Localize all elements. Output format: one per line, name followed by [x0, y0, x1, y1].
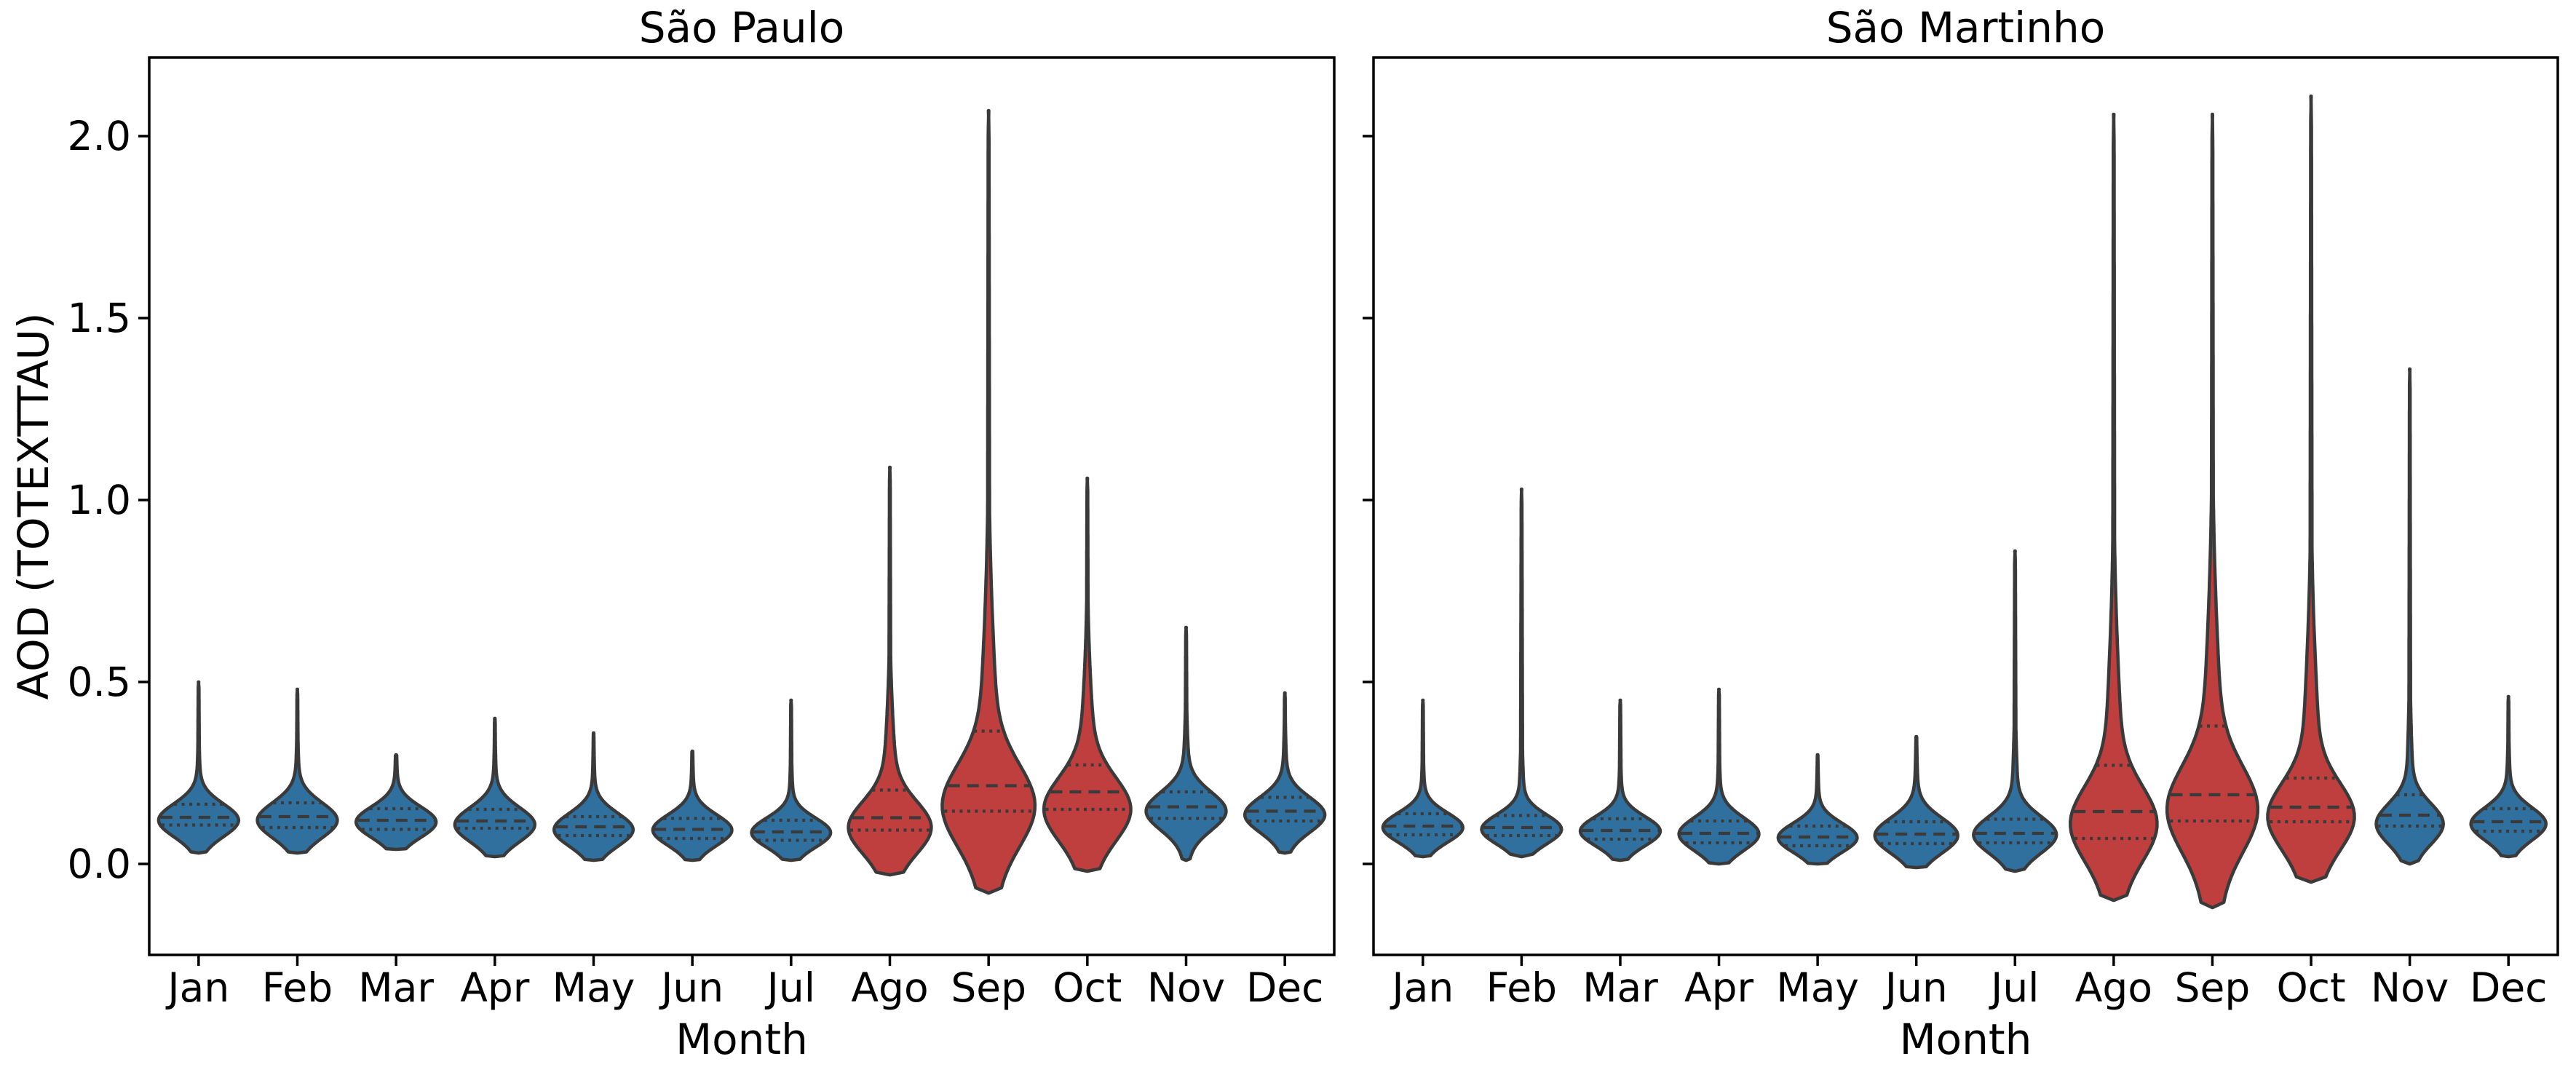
violin-mar — [354, 753, 438, 852]
x-axis-label: Month — [1900, 1015, 2032, 1064]
violin-sep — [2165, 112, 2260, 910]
x-tick-label-mar: Mar — [358, 964, 434, 1011]
violin-ago — [847, 465, 933, 877]
violin-nov — [2374, 367, 2445, 866]
x-axis-label: Month — [675, 1015, 808, 1064]
violin-may — [552, 731, 635, 862]
x-tick-label-ago: Ago — [2075, 964, 2152, 1011]
violin-jun — [651, 749, 734, 862]
subplot-0: São Paulo 0.0 0.5 1.0 1.5 2.0 Jan Feb Mar Apr May J… — [68, 3, 1336, 1064]
x-tick-label-dec: Dec — [1246, 964, 1323, 1011]
x-tick-label-sep: Sep — [2175, 964, 2251, 1011]
y-tick-label: 1.5 — [68, 295, 131, 341]
violin-feb — [255, 687, 339, 855]
x-tick-label-mar: Mar — [1582, 964, 1658, 1011]
x-tick-label-jun: Jun — [659, 964, 724, 1011]
x-tick-label-nov: Nov — [1147, 964, 1225, 1011]
violin-oct — [1042, 476, 1133, 873]
violin-sep — [940, 108, 1037, 895]
x-tick-label-jan: Jan — [1390, 964, 1454, 1011]
x-tick-label-jul: Jul — [765, 964, 815, 1011]
violin-jan — [156, 680, 241, 855]
x-tick-label-oct: Oct — [2276, 964, 2345, 1011]
x-tick-label-apr: Apr — [1684, 964, 1754, 1011]
subplot-title: São Martinho — [1826, 3, 2106, 52]
x-tick-label-may: May — [552, 964, 635, 1011]
x-tick-label-sep: Sep — [951, 964, 1026, 1011]
x-tick-label-ago: Ago — [851, 964, 928, 1011]
y-tick-label: 1.0 — [68, 477, 131, 523]
y-tick-label: 2.0 — [68, 113, 131, 159]
subplot-1: São Martinho Jan Feb Mar Apr May Jun Jul Ago Sep O… — [1363, 3, 2559, 1064]
violin-feb — [1480, 487, 1564, 859]
y-axis-label: AOD (TOTEXTTAU) — [9, 313, 58, 700]
x-tick-label-nov: Nov — [2371, 964, 2449, 1011]
x-tick-label-feb: Feb — [1486, 964, 1557, 1011]
x-tick-label-oct: Oct — [1053, 964, 1122, 1011]
x-tick-label-may: May — [1776, 964, 1859, 1011]
violin-ago — [2069, 112, 2159, 903]
axes-frame — [1372, 56, 2559, 956]
y-tick-label: 0.0 — [68, 841, 131, 887]
x-tick-label-jan: Jan — [165, 964, 229, 1011]
x-tick-label-jun: Jun — [1883, 964, 1948, 1011]
x-tick-label-feb: Feb — [262, 964, 333, 1011]
violin-jul — [1972, 549, 2058, 873]
violin-nov — [1144, 625, 1228, 862]
x-tick-label-dec: Dec — [2470, 964, 2547, 1011]
x-tick-label-jul: Jul — [1989, 964, 2039, 1011]
violin-dec — [1243, 691, 1327, 855]
y-tick-label: 0.5 — [68, 659, 131, 705]
subplot-title: São Paulo — [639, 3, 845, 52]
violin-dec — [2469, 694, 2548, 859]
x-tick-label-apr: Apr — [460, 964, 530, 1011]
axes-frame — [148, 56, 1336, 956]
violin-oct — [2266, 94, 2356, 884]
violin-jan — [1381, 698, 1465, 859]
